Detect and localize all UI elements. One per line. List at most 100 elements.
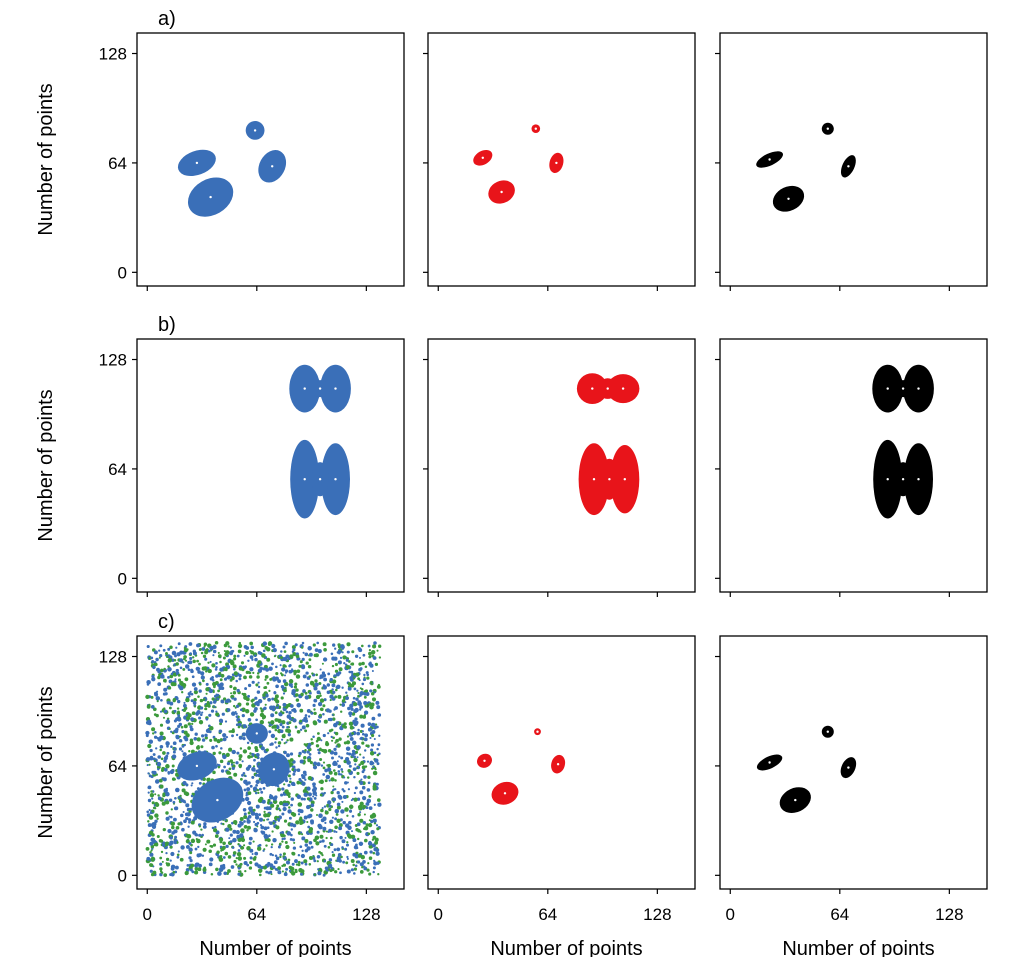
noise-point [308,863,312,866]
noise-point [163,756,168,761]
noise-point [265,870,269,874]
noise-point [170,815,173,819]
noise-point [361,682,365,686]
noise-point [300,646,304,649]
noise-point [243,788,247,792]
noise-point [165,652,168,655]
noise-point [344,847,348,851]
noise-point [285,791,289,795]
noise-point [369,751,375,756]
noise-point [264,686,268,689]
noise-point [232,690,237,695]
noise-point [285,789,289,793]
noise-point [166,717,170,720]
noise-point [289,777,292,780]
noise-point [188,695,191,698]
noise-point [181,788,186,793]
noise-point [208,862,213,867]
noise-point [218,867,224,872]
noise-point [167,675,170,679]
noise-point [355,672,360,677]
noise-point [185,844,190,849]
noise-point [320,764,324,767]
noise-point [203,642,208,647]
axes-frame [719,635,988,890]
noise-point [236,654,240,658]
noise-point [173,747,177,751]
noise-point [283,688,287,693]
noise-point [220,699,225,704]
noise-point [267,871,271,875]
noise-point [209,701,213,705]
noise-point [247,659,250,662]
noise-point [372,818,377,823]
noise-point [369,680,373,684]
noise-point [314,682,319,687]
noise-point [162,716,166,719]
noise-point [173,806,178,811]
noise-point [235,704,240,708]
noise-point [316,641,320,645]
noise-point [253,820,256,824]
noise-point [306,820,309,824]
noise-point [254,657,258,662]
marks [177,120,287,217]
noise-point [149,869,153,873]
noise-point [165,851,168,855]
noise-point [372,812,376,817]
noise-point [189,690,192,694]
noise-point [344,836,347,839]
noise-point [358,662,362,666]
noise-point [366,744,370,748]
noise-point [165,741,169,745]
contour-peak [253,129,257,132]
noise-point [312,855,315,858]
noise-point [247,694,251,698]
noise-point [243,856,247,860]
noise-point [274,737,278,741]
noise-point [364,689,369,693]
noise-point [331,756,334,760]
noise-point [167,686,172,690]
x-axis-title: Number of points [782,938,934,957]
noise-point [287,733,291,737]
y-tick-label: 0 [118,569,127,588]
noise-point [264,835,269,840]
noise-point [271,643,276,649]
noise-point [336,818,341,824]
noise-point [172,870,176,874]
noise-point [184,801,187,804]
contour-peak [794,798,797,802]
noise-point [198,716,202,720]
y-axis-title: Number of points [35,83,57,235]
noise-point [174,865,179,870]
noise-point [146,704,151,709]
y-tick-label: 128 [99,648,127,667]
noise-point [174,678,177,681]
noise-point [185,803,190,808]
noise-point [151,809,155,813]
noise-point [151,660,155,664]
noise-point [187,661,191,664]
noise-point [147,743,152,749]
noise-point [347,682,352,686]
noise-point [213,694,218,698]
noise-point [327,845,331,849]
noise-point [323,791,326,795]
noise-point [222,856,226,859]
noise-point [156,696,160,701]
contour-peak [592,478,596,481]
noise-point [220,747,223,750]
noise-point [326,690,331,695]
noise-point [317,649,322,654]
noise-point [369,663,374,668]
noise-point [375,782,379,786]
noise-point [342,702,345,705]
noise-point [247,811,251,815]
noise-point [239,708,243,712]
axes-frame [719,32,988,287]
noise-point [290,828,293,831]
noise-point [231,846,235,849]
noise-point [304,862,308,866]
noise-point [335,688,338,692]
